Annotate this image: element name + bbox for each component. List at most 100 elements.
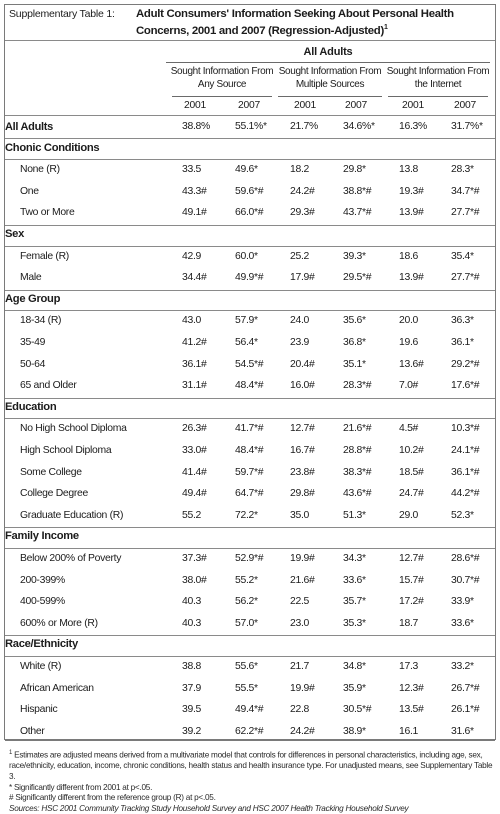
table-cell: 37.9 [182,682,202,694]
table-cell: 26.1*# [451,704,480,716]
table-cell: 13.9# [399,207,424,219]
table-cell: 39.3* [343,250,366,262]
table-cell: 17.6*# [451,380,480,392]
table-row: 400-599% 40.3 56.2* 22.5 35.7* 17.2# 33.9* [5,593,495,611]
table-cell: 55.5* [235,682,258,694]
table-cell: 37.3# [182,553,207,564]
table-row: 200-399% 38.0# 55.2* 21.6# 33.6* 15.7# 30.7*# [5,572,495,590]
table-cell: 38.8 [182,661,202,672]
section-header-row: Race/Ethnicity [5,636,495,655]
section-label: Age Group [5,292,61,305]
all-adults-header: All Adults [303,46,353,58]
table-cell: 19.9# [290,553,315,564]
table-row: 35-49 41.2# 56.4* 23.9 36.8* 19.6 36.1* [5,334,495,352]
table-row: Two or More 49.1# 66.0*# 29.3# 43.7*# 13.9# 27… [5,204,495,222]
table-cell: 16.1 [399,725,419,737]
group-rule-any-source [172,96,272,97]
table-cell: 36.3* [451,315,474,327]
table-cell: 43.0 [182,315,202,327]
table-cell: 41.4# [182,466,207,478]
table-row: 18-34 (R) 43.0 57.9* 24.0 35.6* 20.0 36.3* [5,312,495,330]
row-label: Some College [20,466,82,478]
table-cell: 48.4*# [235,445,264,456]
table-cell: 13.5# [399,704,424,716]
year-header: 2001 [293,100,317,111]
table-cell: 30.7*# [451,574,480,586]
table-cell: 21.7% [290,121,318,132]
table-cell: 35.9* [343,682,366,694]
table-cell: 29.8* [343,164,366,176]
row-label: Hispanic [20,704,58,716]
section-rule [5,656,495,657]
table-cell: 36.1# [182,358,207,370]
table-row: One 43.3# 59.6*# 24.2# 38.8*# 19.3# 34.7*# [5,183,495,201]
table-cell: 38.0# [182,574,207,586]
row-label: All Adults [5,121,53,133]
table-cell: 39.5 [182,704,202,716]
table-cell: 24.2# [290,725,315,737]
footnote-1-text: Estimates are adjusted means derived fro… [9,750,493,781]
table-cell: 36.8* [343,337,366,348]
table-cell: 36.1*# [451,466,480,478]
table-cell: 52.9*# [235,553,264,564]
table-cell: 40.3 [182,617,202,629]
group-end-rule [5,635,495,637]
table-cell: 38.8% [182,121,210,132]
table-row: Hispanic 39.5 49.4*# 22.8 30.5*# 13.5# 26.1*# [5,701,495,719]
section-label: Race/Ethnicity [5,638,78,651]
table-cell: 22.8 [290,704,310,716]
table-row: Some College 41.4# 59.7*# 23.8# 38.3*# 18.5# 3… [5,464,495,482]
table-cell: 42.9 [182,250,202,262]
all-adults-header-rule [166,62,490,63]
table-cell: 15.7# [399,574,424,586]
table-cell: 54.5*# [235,358,264,370]
table-cell: 41.7*# [235,423,264,435]
table-cell: 34.7*# [451,185,480,197]
section-label: Education [5,400,57,413]
table-cell: 18.6 [399,250,419,262]
table-cell: 20.4# [290,358,315,370]
table-cell: 35.6* [343,315,366,327]
table-cell: 35.7* [343,596,366,608]
row-label: White (R) [20,661,62,672]
table-cell: 41.2# [182,337,207,348]
table-cell: 64.7*# [235,488,264,500]
table-cell: 55.1%* [235,121,267,132]
table-cell: 10.3*# [451,423,480,435]
table-cell: 35.4* [451,250,474,262]
row-label: Male [20,272,42,284]
table-cell: 28.3*# [343,380,372,392]
table-cell: 59.7*# [235,466,264,478]
table-cell: 26.3# [182,423,207,435]
footnotes: 1 Estimates are adjusted means derived f… [9,748,493,814]
row-label: 65 and Older [20,380,77,392]
group-header-internet: Sought Information From the Internet [386,66,490,90]
table-cell: 35.3* [343,617,366,629]
section-header-row: Chonic Conditions [5,139,495,158]
table-cell: 18.5# [399,466,424,478]
row-label: 35-49 [20,337,46,348]
table-cell: 28.6*# [451,553,480,564]
table-cell: 17.2# [399,596,424,608]
section-label: Chonic Conditions [5,141,100,154]
table-cell: 17.9# [290,272,315,284]
table-cell: 31.6* [451,725,474,737]
table-cell: 21.6# [290,574,315,586]
table-cell: 13.9# [399,272,424,284]
table-cell: 34.3* [343,553,366,564]
table-cell: 21.6*# [343,423,372,435]
table-cell: 29.5*# [343,272,372,284]
table-cell: 13.8 [399,164,419,176]
table-row: Graduate Education (R) 55.2 72.2* 35.0 51.3*… [5,507,495,525]
table-cell: 56.2* [235,596,258,608]
table-row: Other 39.2 62.2*# 24.2# 38.9* 16.1 31.6* [5,723,495,741]
table-cell: 72.2* [235,509,258,521]
table-cell: 29.3# [290,207,315,219]
table-cell: 18.7 [399,617,419,629]
table-cell: 29.0 [399,509,419,521]
table-row: High School Diploma 33.0# 48.4*# 16.7# 28.8*… [5,442,495,460]
table-cell: 49.9*# [235,272,264,284]
total-row: All Adults 38.8% 55.1%* 21.7% 34.6%* 16.3% 31.… [5,118,495,136]
table-cell: 36.1* [451,337,474,348]
table-cell: 30.5*# [343,704,372,716]
